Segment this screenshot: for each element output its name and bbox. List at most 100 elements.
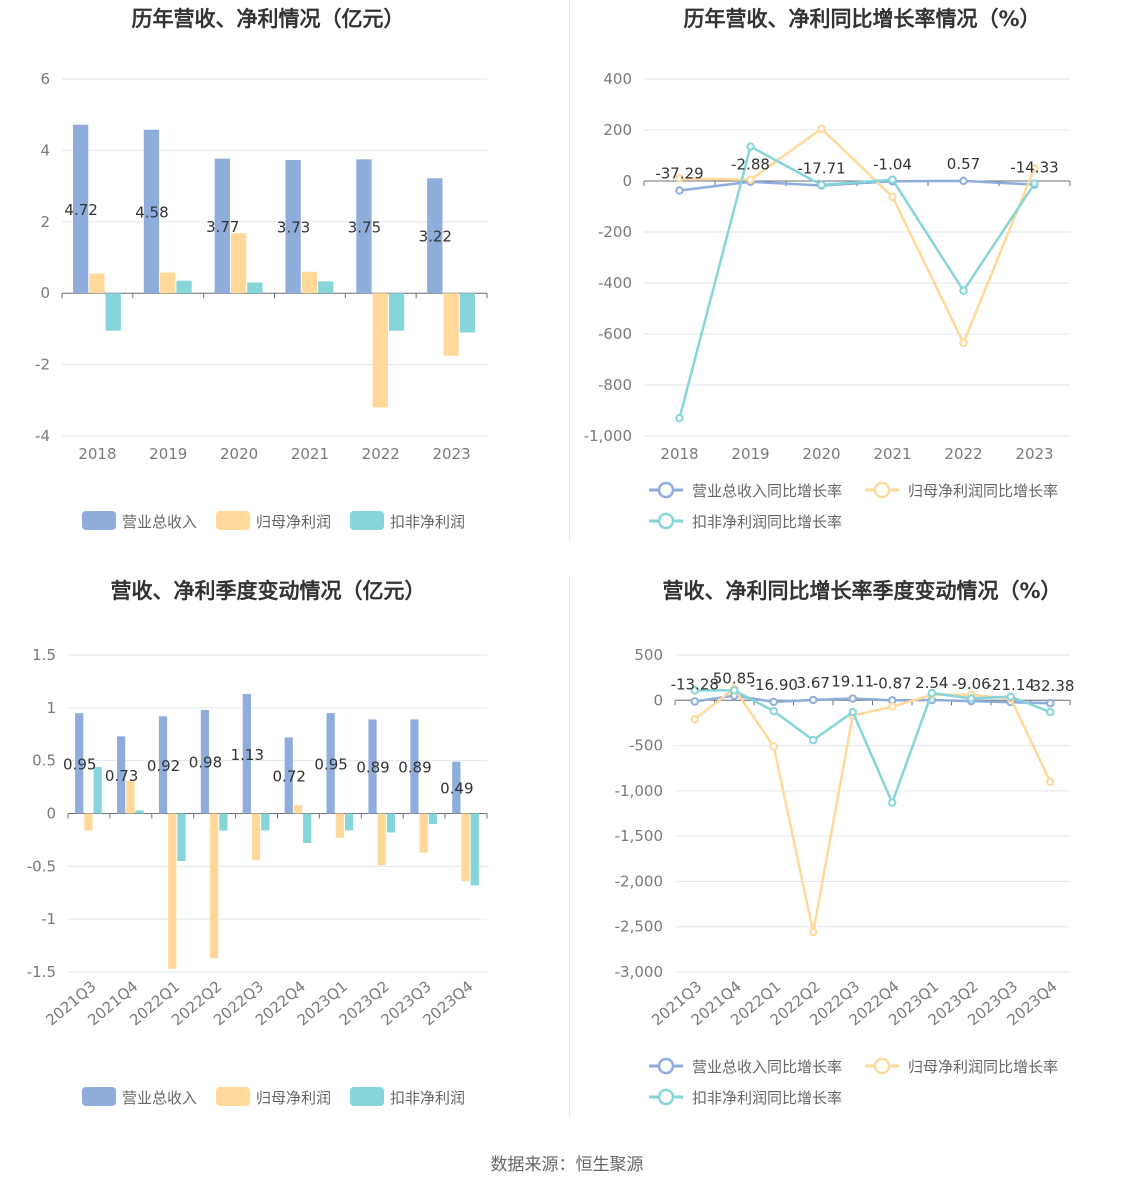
bar-data-label: 0.73 <box>105 767 138 785</box>
bar-data-label: 4.72 <box>64 201 97 219</box>
legend-label: 扣非净利润同比增长率 <box>692 1089 842 1107</box>
bar-data-label: 0.98 <box>189 754 222 772</box>
legend-label: 归母净利润 <box>256 513 331 531</box>
y-tick-label: 0 <box>40 284 50 302</box>
x-tick-label: 2021 <box>291 445 329 463</box>
bar-revenue <box>410 719 419 814</box>
legend-label: 营业总收入 <box>122 1089 197 1107</box>
y-tick-label: 1 <box>46 699 56 717</box>
series-point <box>809 735 818 745</box>
y-tick-label: -1,500 <box>615 827 663 845</box>
line-data-label: -32.38 <box>1026 677 1074 695</box>
chart-svg-1: 历年营收、净利同比增长率情况（%） 400 200 0 -200 -400 -600 -800… <box>584 7 1071 531</box>
bar-revenue <box>326 713 335 814</box>
line-data-label: -13.28 <box>671 675 719 693</box>
x-tick-label: 2018 <box>660 445 698 463</box>
bar-net-profit <box>461 813 470 882</box>
legend-marker <box>657 481 675 499</box>
legend-swatch <box>350 511 384 530</box>
bar-net-profit <box>168 813 177 969</box>
chart-svg-2: 营收、净利季度变动情况（亿元）1.510.50-0.5-1-1.52021Q32… <box>27 579 488 1107</box>
series-point <box>690 715 699 724</box>
y-tick-label: -0.5 <box>27 857 56 875</box>
series-point <box>888 798 897 807</box>
line-data-label: -17.71 <box>797 160 845 178</box>
panel-quarterly-values: 营收、净利季度变动情况（亿元） 1.5 1 0.5 0 -0.5 -1 -1.5 2021Q3 2… <box>0 572 567 1132</box>
bar-data-label: 3.75 <box>348 218 381 236</box>
series-line-revenue <box>694 694 1051 705</box>
bar-net-profit <box>419 813 428 853</box>
panel-annual-values: 历年营收、净利情况（亿元） 6 4 2 0 -2 -4 2018 2019 2020 2021 202… <box>0 0 567 560</box>
series-point <box>888 175 897 184</box>
series-point <box>1046 777 1055 787</box>
panel-divider-bottom <box>569 575 570 1117</box>
series-point <box>746 142 755 151</box>
x-tick-label: 2023 <box>432 445 470 463</box>
bar-revenue <box>117 736 126 814</box>
series-point <box>817 180 826 190</box>
bar-revenue <box>214 158 230 294</box>
line-data-label: -0.87 <box>873 674 912 692</box>
line-data-label: 50.85 <box>713 670 756 688</box>
panel-divider-top <box>569 0 570 542</box>
x-tick-label: 2018 <box>78 445 116 463</box>
y-tick-label: 200 <box>603 121 632 139</box>
y-tick-label: -500 <box>629 737 663 755</box>
x-tick-label: 2023 <box>1015 445 1053 463</box>
data-source-note: 数据来源：恒生聚源 <box>490 1155 644 1175</box>
line-data-label: 19.11 <box>831 673 874 691</box>
series-point <box>967 694 976 703</box>
chart-title: 营收、净利季度变动情况（亿元） <box>111 579 426 603</box>
legend-swatch <box>82 1087 116 1106</box>
bar-revenue <box>75 713 84 814</box>
x-tick-label: 2019 <box>149 445 187 463</box>
y-tick-label: -2 <box>35 356 50 374</box>
bar-deducted-profit <box>135 810 144 814</box>
y-tick-label: 2 <box>40 213 50 231</box>
bar-net-profit <box>293 805 303 814</box>
bar-data-label: 0.89 <box>356 758 389 776</box>
bar-net-profit <box>251 813 261 860</box>
bar-deducted-profit <box>247 282 263 294</box>
series-point <box>675 413 684 423</box>
series-point <box>1046 699 1055 708</box>
chart-svg-3: 营收、净利同比增长率季度变动情况（%） 500 0 -500 -1,000 -1,500 -… <box>615 579 1075 1107</box>
bar-revenue <box>242 694 251 814</box>
y-tick-label: -600 <box>598 325 632 343</box>
bar-deducted-profit <box>459 293 476 333</box>
bar-deducted-profit <box>428 813 437 825</box>
bar-revenue <box>158 716 168 814</box>
series-point <box>959 338 968 348</box>
bar-net-profit <box>126 780 135 814</box>
legend-label: 扣非净利润 <box>390 1089 465 1107</box>
legend-swatch <box>216 511 250 530</box>
y-tick-label: 4 <box>40 141 50 159</box>
bar-deducted-profit <box>344 813 354 831</box>
series-point <box>675 174 684 183</box>
line-data-label: -21.14 <box>987 676 1035 694</box>
bar-deducted-profit <box>219 813 228 831</box>
series-point <box>690 697 699 706</box>
x-tick-label: 2020 <box>220 445 258 463</box>
series-line-deducted-profit <box>678 144 1036 419</box>
y-tick-label: -1.5 <box>27 963 56 981</box>
chart-title: 历年营收、净利同比增长率情况（%） <box>683 7 1040 31</box>
x-tick-label: 2022 <box>944 445 982 463</box>
bar-data-label: 3.22 <box>419 228 452 246</box>
line-data-label: 3.67 <box>797 674 830 692</box>
legend-marker <box>657 1088 675 1106</box>
bar-deducted-profit <box>177 813 186 862</box>
chart-svg-0: 历年营收、净利情况（亿元） 6 4 2 0 -2 -4 2018 2019 2020 2021 202… <box>35 7 488 531</box>
series-point <box>769 742 778 751</box>
bar-net-profit <box>160 272 176 294</box>
bar-revenue <box>427 178 443 294</box>
bar-net-profit <box>335 813 344 838</box>
line-data-label: -14.33 <box>1010 159 1058 177</box>
panel-quarterly-growth: 营收、净利同比增长率季度变动情况（%） 500 0 -500 -1,000 -1,500 -… <box>567 572 1134 1132</box>
series-point <box>675 186 684 195</box>
y-tick-label: -400 <box>598 274 632 292</box>
series-point <box>959 286 968 295</box>
y-tick-label: 400 <box>603 70 632 88</box>
line-data-label: -37.29 <box>655 165 703 183</box>
chart-title: 营收、净利同比增长率季度变动情况（%） <box>662 579 1061 603</box>
